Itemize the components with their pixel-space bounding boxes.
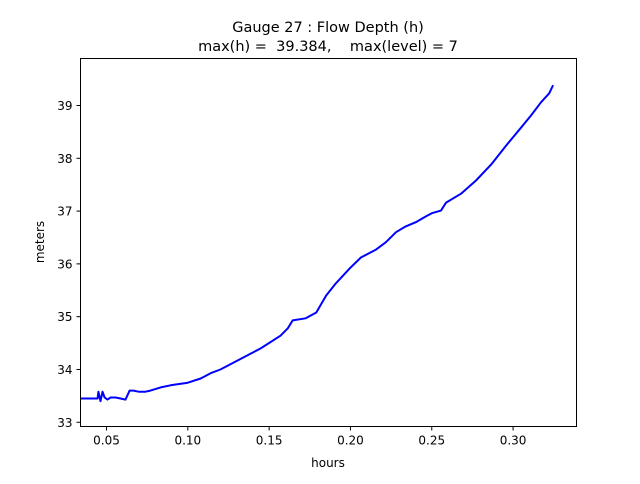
x-axis-ticks: 0.05 0.10 0.15 0.20 0.25 0.30 [93,426,527,448]
x-tick-label: 0.20 [337,434,364,448]
y-tick-label: 38 [57,152,72,166]
y-tick-label: 35 [57,310,72,324]
x-tick-label: 0.30 [500,434,527,448]
x-tick-label: 0.25 [418,434,445,448]
y-tick-label: 37 [57,205,72,219]
y-axis-ticks: 33 34 35 36 37 38 39 [57,99,81,430]
y-tick-label: 34 [57,363,72,377]
x-tick-label: 0.10 [174,434,201,448]
y-tick-label: 36 [57,257,72,271]
x-tick-label: 0.15 [256,434,283,448]
x-tick-label: 0.05 [93,434,120,448]
plot-frame [80,58,577,427]
y-axis-label: meters [33,221,47,263]
chart-title: Gauge 27 : Flow Depth (h) [232,20,424,36]
y-tick-label: 33 [57,416,72,430]
y-tick-label: 39 [57,99,72,113]
series-line-h [80,84,555,403]
chart-subtitle: max(h) = 39.384, max(level) = 7 [198,39,458,55]
x-axis-label: hours [311,456,345,470]
